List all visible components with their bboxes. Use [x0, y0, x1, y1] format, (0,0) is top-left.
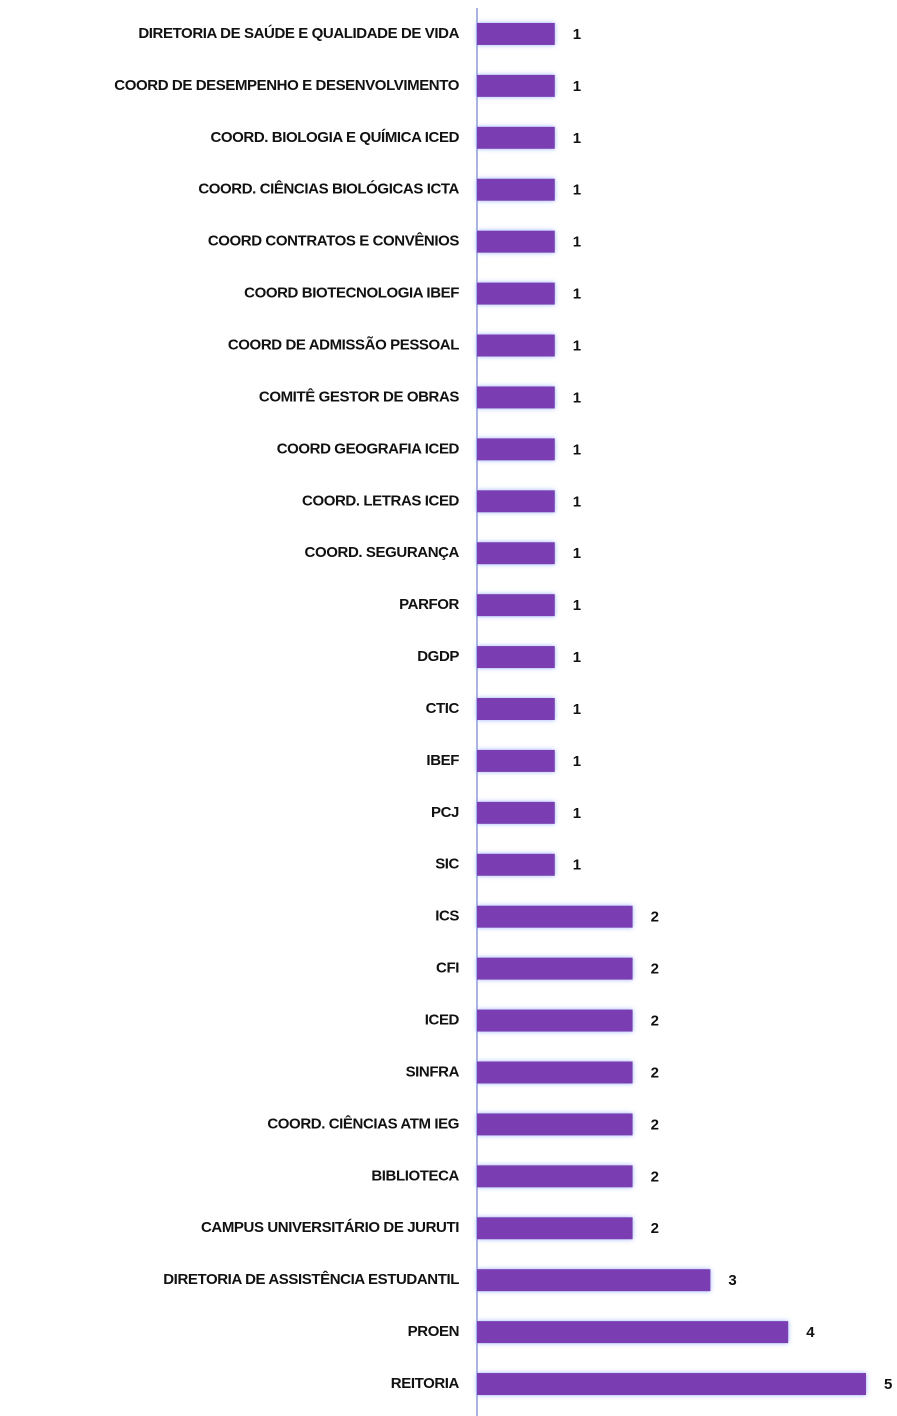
value-label: 2: [651, 961, 659, 978]
value-label: 4: [806, 1324, 815, 1341]
bar: [477, 853, 555, 876]
bar: [477, 1061, 633, 1084]
category-label: REITORIA: [391, 1375, 460, 1392]
bar: [477, 1269, 711, 1292]
category-label: SINFRA: [406, 1063, 460, 1080]
bar: [477, 22, 555, 45]
value-label: 2: [651, 909, 659, 926]
bar: [477, 594, 555, 617]
category-label: CTIC: [426, 700, 460, 717]
value-label: 3: [728, 1272, 736, 1289]
value-label: 5: [884, 1376, 892, 1393]
bar: [477, 490, 555, 513]
bar: [477, 1113, 633, 1136]
bar: [477, 230, 555, 253]
category-label: COORD. CIÊNCIAS ATM IEG: [267, 1114, 459, 1132]
value-label: 1: [573, 753, 581, 770]
value-label: 1: [573, 182, 581, 199]
category-label: CAMPUS UNIVERSITÁRIO DE JURUTI: [201, 1219, 459, 1236]
bar: [477, 801, 555, 824]
value-label: 1: [573, 545, 581, 562]
bar: [477, 1165, 633, 1188]
value-label: 2: [651, 1168, 659, 1185]
bar: [477, 282, 555, 305]
bar: [477, 749, 555, 772]
value-label: 1: [573, 649, 581, 666]
bar: [477, 386, 555, 409]
category-label: PARFOR: [399, 596, 459, 613]
category-label: IBEF: [426, 752, 459, 769]
value-label: 1: [573, 286, 581, 303]
value-label: 1: [573, 493, 581, 510]
category-label: COORD. BIOLOGIA E QUÍMICA ICED: [210, 129, 459, 146]
category-label: DGDP: [417, 648, 459, 665]
category-label: COORD GEOGRAFIA ICED: [277, 440, 460, 457]
bar: [477, 438, 555, 461]
value-label: 1: [573, 337, 581, 354]
value-label: 1: [573, 857, 581, 874]
bar: [477, 334, 555, 357]
value-label: 2: [651, 1064, 659, 1081]
category-label: CFI: [436, 960, 459, 977]
bar: [477, 1217, 633, 1240]
category-label: ICS: [435, 908, 459, 925]
value-label: 1: [573, 26, 581, 43]
value-label: 1: [573, 597, 581, 614]
value-label: 2: [651, 1220, 659, 1237]
value-label: 1: [573, 389, 581, 406]
bar: [477, 1373, 866, 1396]
category-label: PROEN: [408, 1323, 459, 1340]
category-label: COORD. SEGURANÇA: [305, 544, 460, 561]
bar: [477, 646, 555, 669]
value-label: 1: [573, 441, 581, 458]
bar: [477, 74, 555, 97]
category-label: ICED: [425, 1012, 460, 1029]
value-label: 1: [573, 805, 581, 822]
value-label: 1: [573, 234, 581, 251]
category-label: DIRETORIA DE ASSISTÊNCIA ESTUDANTIL: [163, 1270, 459, 1288]
bar: [477, 905, 633, 928]
category-label: SIC: [435, 856, 459, 873]
value-label: 2: [651, 1013, 659, 1030]
category-label: DIRETORIA DE SAÚDE E QUALIDADE DE VIDA: [138, 24, 459, 42]
bar: [477, 698, 555, 720]
value-label: 1: [573, 78, 581, 95]
category-label: COORD. CIÊNCIAS BIOLÓGICAS ICTA: [198, 180, 459, 198]
category-label: COORD DE ADMISSÃO PESSOAL: [228, 335, 459, 353]
bar: [477, 1321, 789, 1344]
category-label: PCJ: [431, 804, 459, 821]
category-label: COORD. LETRAS ICED: [302, 492, 460, 509]
bar: [477, 126, 555, 149]
category-label: COORD CONTRATOS E CONVÊNIOS: [208, 232, 460, 250]
category-label: COMITÊ GESTOR DE OBRAS: [259, 387, 460, 405]
value-label: 1: [573, 130, 581, 147]
bar: [477, 542, 555, 565]
value-label: 1: [573, 701, 581, 718]
value-label: 2: [651, 1116, 659, 1133]
bar: [477, 957, 633, 980]
category-label: BIBLIOTECA: [371, 1167, 459, 1184]
category-label: COORD BIOTECNOLOGIA IBEF: [244, 285, 459, 302]
bar: [477, 178, 555, 201]
category-label: COORD DE DESEMPENHO E DESENVOLVIMENTO: [114, 77, 459, 94]
bar: [477, 1009, 633, 1032]
